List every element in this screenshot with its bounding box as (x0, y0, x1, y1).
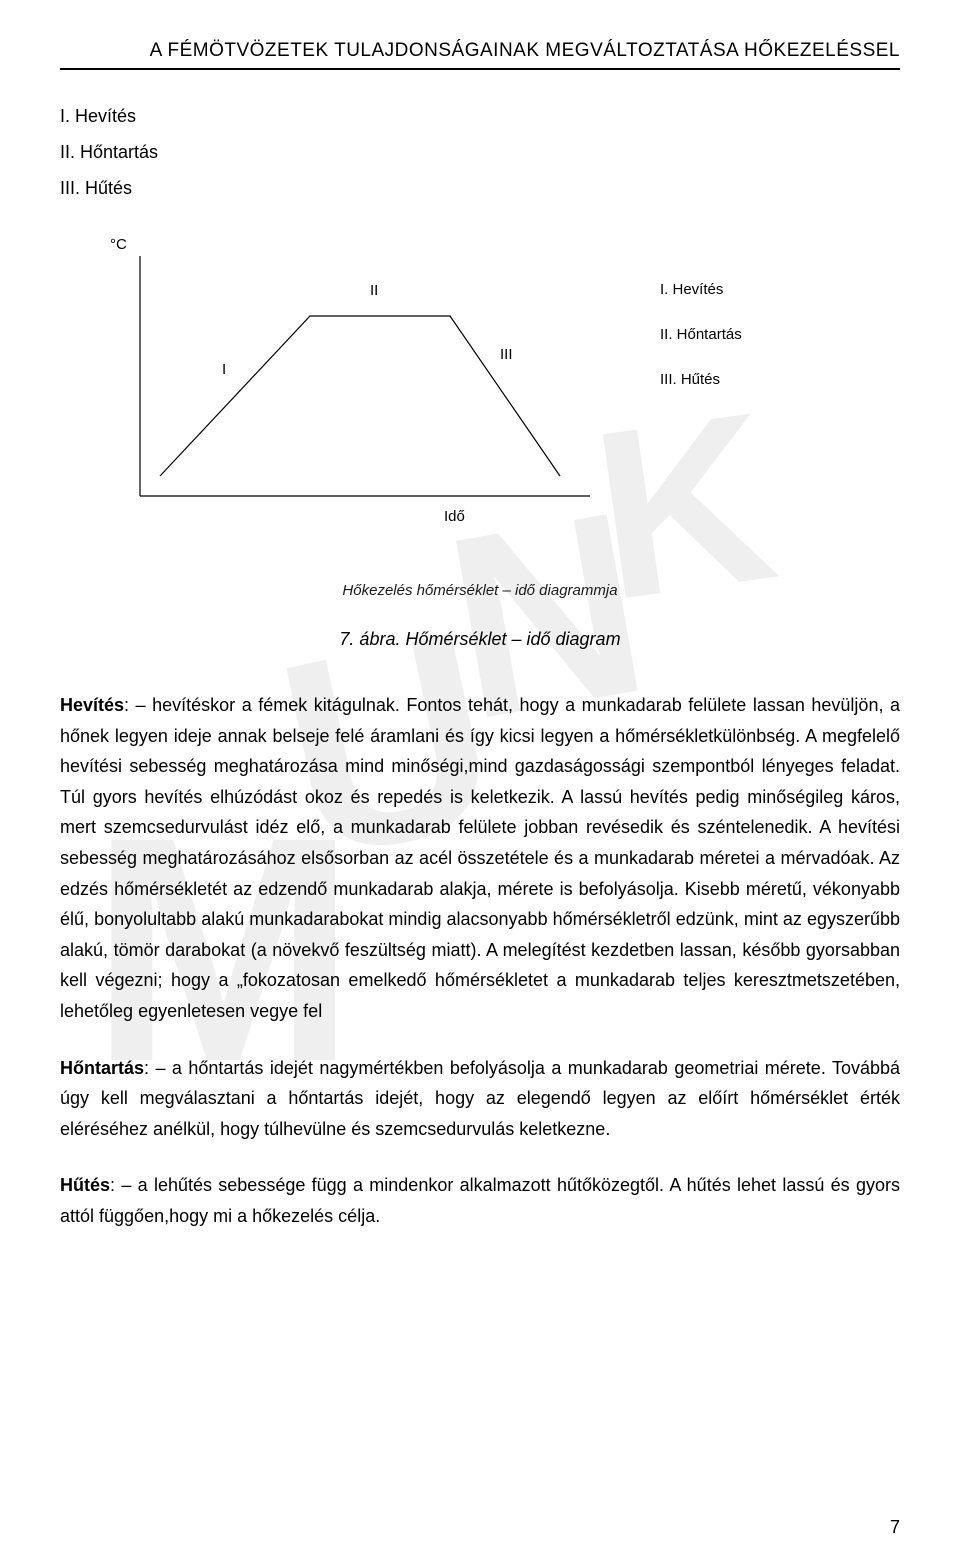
legend-item: I. Hevítés (660, 281, 723, 298)
paragraph-hontartas: Hőntartás: – a hőntartás idejét nagymért… (60, 1053, 900, 1145)
x-axis-label: Idő (444, 508, 465, 525)
curve-line (160, 316, 560, 476)
legend-item: II. Hőntartás (660, 326, 742, 343)
phase-list-item: II. Hőntartás (60, 134, 900, 170)
page-number: 7 (890, 1517, 900, 1538)
diagram-subcaption: Hőkezelés hőmérséklet – idő diagrammja (342, 582, 617, 599)
y-axis-label: °C (110, 236, 127, 253)
phase-list-item: III. Hűtés (60, 170, 900, 206)
p3-lead: Hűtés (60, 1175, 110, 1195)
p1-rest: : – hevítéskor a fémek kitágulnak. Fonto… (60, 695, 900, 1021)
p2-lead: Hőntartás (60, 1058, 144, 1078)
phase-label-I: I (222, 361, 226, 378)
running-header: A FÉMÖTVÖZETEK TULAJDONSÁGAINAK MEGVÁLTO… (60, 40, 900, 70)
temperature-time-diagram: °C I II III I. Hevítés II. Hőntartás III… (100, 226, 860, 546)
diagram-figure: °C I II III I. Hevítés II. Hőntartás III… (60, 226, 900, 599)
diagram-svg (100, 226, 860, 546)
phase-list-item: I. Hevítés (60, 98, 900, 134)
p3-rest: : – a lehűtés sebessége függ a mindenkor… (60, 1175, 900, 1226)
phase-list: I. Hevítés II. Hőntartás III. Hűtés (60, 98, 900, 206)
legend-item: III. Hűtés (660, 371, 720, 388)
header-title: A FÉMÖTVÖZETEK TULAJDONSÁGAINAK MEGVÁLTO… (150, 40, 900, 61)
paragraph-hevites: Hevítés: – hevítéskor a fémek kitágulnak… (60, 690, 900, 1027)
p2-rest: : – a hőntartás idejét nagymértékben bef… (60, 1058, 900, 1139)
p1-lead: Hevítés (60, 695, 124, 715)
paragraph-hutes: Hűtés: – a lehűtés sebessége függ a mind… (60, 1170, 900, 1231)
phase-label-III: III (500, 346, 513, 363)
figure-caption: 7. ábra. Hőmérséklet – idő diagram (60, 629, 900, 650)
phase-label-II: II (370, 282, 378, 299)
